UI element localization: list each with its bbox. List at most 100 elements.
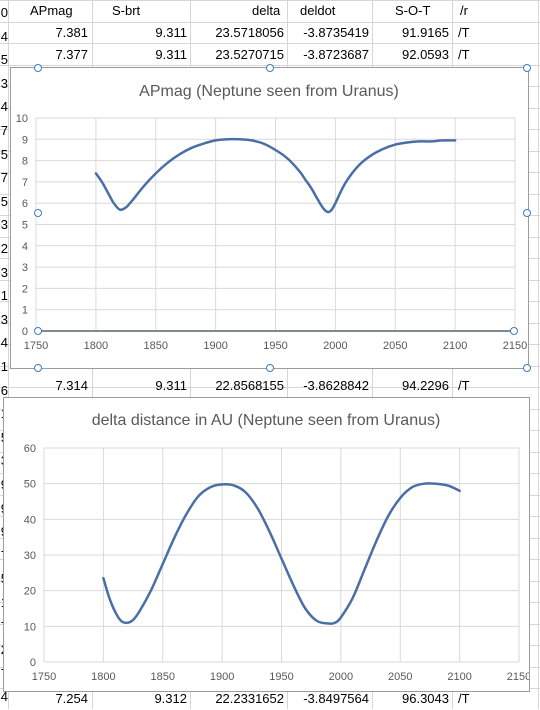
cell-deldot[interactable]: -3.8735419 [303, 25, 369, 40]
resize-handle[interactable] [523, 364, 531, 372]
x-tick-label: 1900 [210, 671, 234, 683]
x-tick-label: 1850 [144, 340, 168, 352]
cell-apmag[interactable]: 7.314 [55, 378, 88, 393]
cell-s-brt[interactable]: 9.311 [155, 47, 187, 62]
x-tick-label: 2150 [503, 340, 527, 352]
cell-r[interactable]: /T [458, 47, 470, 62]
resize-handle[interactable] [266, 64, 274, 72]
x-tick-label: 1900 [203, 340, 227, 352]
row-number: 1 [0, 288, 8, 304]
row-divider [0, 21, 540, 23]
cell-s-o-t[interactable]: 96.3043 [402, 691, 449, 706]
row-number: 1 [0, 359, 8, 374]
row-divider [0, 0, 540, 1]
data-series-line[interactable] [102, 482, 461, 625]
x-tick-label: 2050 [388, 671, 412, 683]
y-tick-label: 10 [16, 113, 28, 125]
x-tick-label: 2100 [447, 671, 471, 683]
row-number: 6 [0, 382, 8, 398]
row-divider [0, 43, 540, 44]
header-apmag[interactable]: APmag [30, 3, 73, 18]
cell-s-o-t[interactable]: 92.0593 [402, 47, 449, 62]
apmag-chart-svg: APmag (Neptune seen from Uranus) 0 1 2 3 4 5 6 7… [16, 83, 527, 352]
data-series-line[interactable] [94, 137, 457, 214]
row-number: 3 [0, 217, 8, 233]
cell-apmag[interactable]: 7.381 [55, 25, 88, 40]
column-divider [8, 0, 9, 709]
x-tick-label: 1950 [269, 671, 293, 683]
y-tick-label: 30 [24, 550, 36, 562]
cell-delta[interactable]: 23.5718056 [215, 25, 284, 40]
x-tick-label: 1950 [263, 340, 287, 352]
resize-handle[interactable] [34, 364, 42, 372]
y-tick-label: 7 [22, 177, 28, 189]
y-tick-label: 10 [24, 621, 36, 633]
cell-s-o-t[interactable]: 94.2296 [402, 378, 449, 393]
cell-delta[interactable]: 22.8568155 [215, 378, 284, 393]
delta-chart-svg: delta distance in AU (Neptune seen from … [24, 412, 529, 683]
row-number: 3 [0, 264, 8, 280]
delta-chart[interactable]: delta distance in AU (Neptune seen from … [3, 397, 530, 692]
row-divider [0, 387, 540, 388]
x-tick-label: 2000 [323, 340, 347, 352]
x-tick-label: 1750 [32, 671, 56, 683]
axis-selection-handle[interactable] [34, 327, 42, 335]
chart-title[interactable]: delta distance in AU (Neptune seen from … [92, 412, 441, 429]
cell-r[interactable]: /T [458, 25, 470, 40]
x-tick-label: 2150 [507, 671, 529, 683]
header-s-brt[interactable]: S-brt [112, 3, 141, 18]
header-delta[interactable]: delta [252, 3, 281, 18]
resize-handle[interactable] [34, 64, 42, 72]
cell-deldot[interactable]: -3.8497564 [303, 691, 369, 706]
row-number: 3 [0, 75, 8, 91]
row-number: 4 [0, 689, 8, 705]
y-tick-label: 8 [22, 156, 28, 168]
row-number: 2 [0, 241, 8, 256]
x-tick-label: 1800 [84, 340, 108, 352]
y-tick-label: 1 [22, 305, 28, 317]
row-number: 7 [0, 123, 8, 138]
cell-deldot[interactable]: -3.8723687 [303, 47, 369, 62]
y-tick-label: 9 [22, 134, 28, 146]
cell-s-brt[interactable]: 9.312 [154, 691, 187, 706]
chart-title[interactable]: APmag (Neptune seen from Uranus) [139, 83, 399, 100]
row-number: 4 [0, 99, 8, 115]
row-number: 3 [0, 311, 8, 327]
row-number: 4 [0, 28, 8, 44]
header-s-o-t[interactable]: S-O-T [395, 3, 431, 18]
cell-apmag[interactable]: 7.377 [55, 47, 88, 62]
resize-handle[interactable] [523, 64, 531, 72]
row-number: 7 [0, 170, 8, 186]
resize-handle[interactable] [523, 209, 531, 217]
y-tick-label: 3 [22, 262, 28, 274]
cell-s-o-t[interactable]: 91.9165 [402, 25, 449, 40]
cell-s-brt[interactable]: 9.311 [155, 378, 187, 393]
cell-s-brt[interactable]: 9.311 [155, 25, 187, 40]
y-tick-label: 6 [22, 198, 28, 210]
y-tick-label: 40 [24, 514, 36, 526]
x-tick-label: 2100 [443, 340, 467, 352]
x-tick-label: 2050 [383, 340, 407, 352]
x-tick-label: 1800 [91, 671, 115, 683]
header-deldot[interactable]: deldot [300, 3, 336, 18]
apmag-chart[interactable]: APmag (Neptune seen from Uranus) 0 1 2 3 4 5 6 7… [10, 67, 529, 369]
row-number: 5 [0, 193, 8, 209]
cell-delta[interactable]: 22.2331652 [215, 691, 284, 706]
row-number: 5 [0, 52, 8, 68]
cell-apmag[interactable]: 7.254 [55, 691, 88, 706]
x-tick-label: 1850 [151, 671, 175, 683]
header-r[interactable]: /r [460, 3, 468, 18]
cell-r[interactable]: /T [458, 691, 470, 706]
resize-handle[interactable] [266, 364, 274, 372]
axis-selection-handle[interactable] [510, 327, 518, 335]
y-tick-label: 50 [24, 479, 36, 491]
y-tick-label: 4 [22, 241, 28, 253]
resize-handle[interactable] [34, 209, 42, 217]
cell-deldot[interactable]: -3.8628842 [303, 378, 369, 393]
row-number: 5 [0, 146, 8, 162]
row-number: 0 [0, 5, 8, 20]
cell-delta[interactable]: 23.5270715 [215, 47, 284, 62]
row-number: 4 [0, 335, 8, 351]
cell-r[interactable]: /T [458, 378, 470, 393]
y-tick-label: 20 [24, 586, 36, 598]
